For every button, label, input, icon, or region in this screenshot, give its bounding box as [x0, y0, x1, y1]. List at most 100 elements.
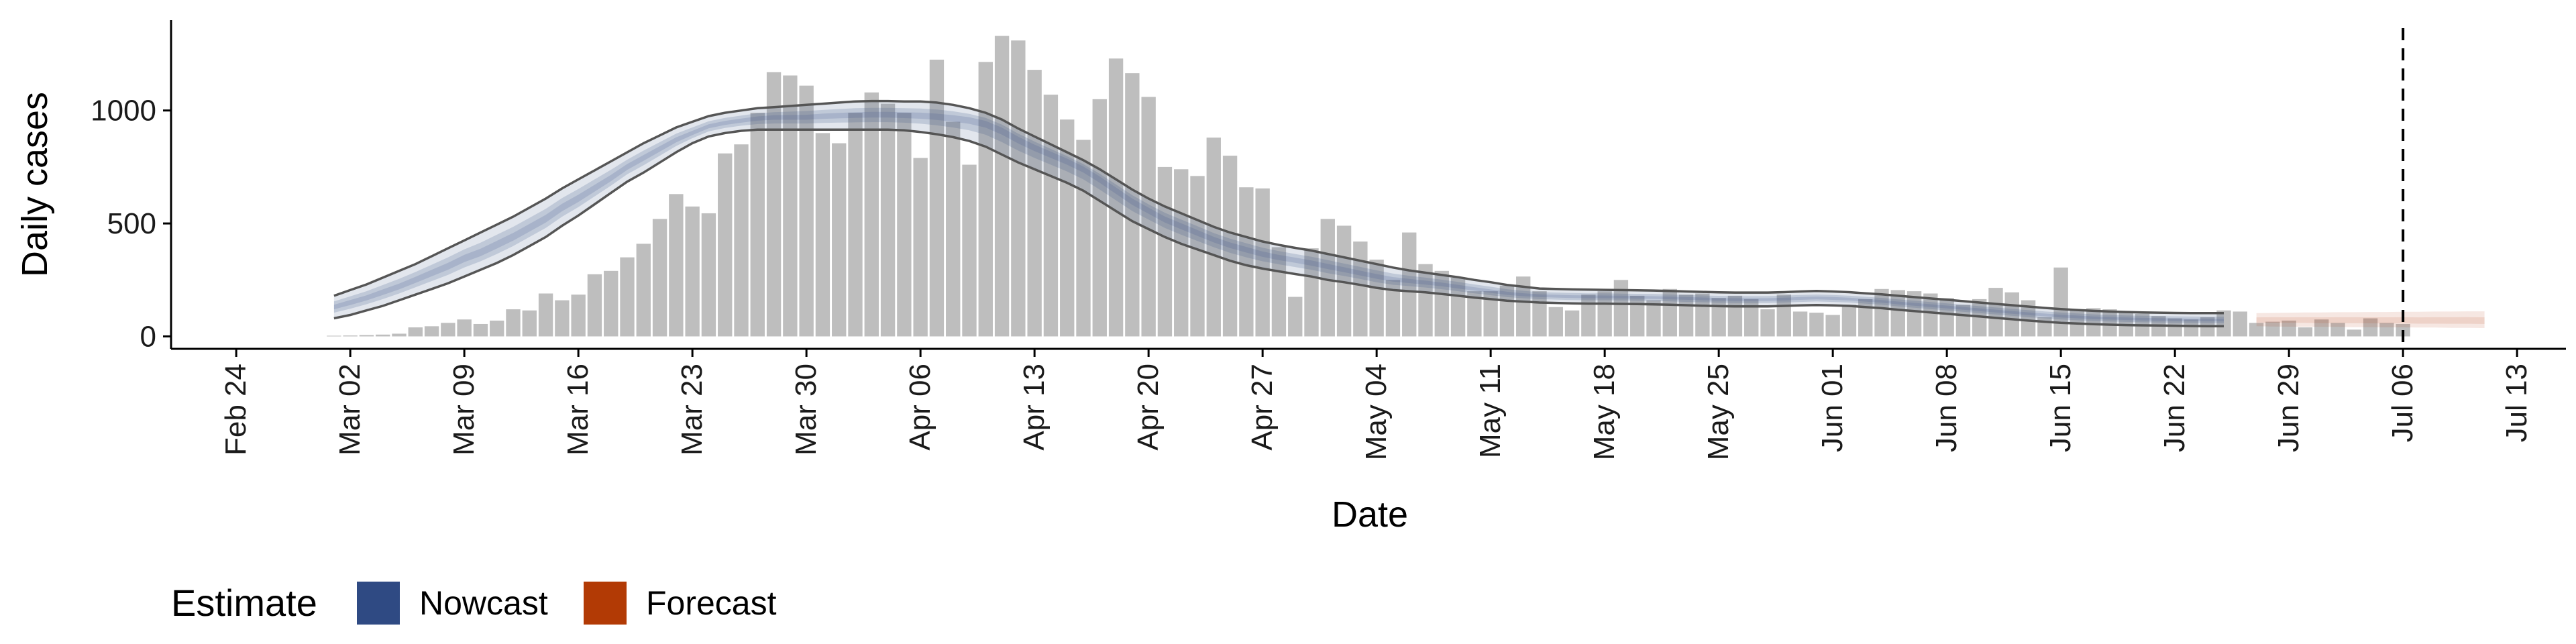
plot-layer-bars: [327, 36, 2410, 337]
case-bar: [1760, 309, 1775, 337]
case-bar: [766, 72, 782, 337]
case-bar: [1174, 169, 1189, 337]
case-bar: [2216, 310, 2231, 337]
case-bar: [1418, 264, 1433, 337]
case-bar: [1060, 119, 1075, 337]
case-bar: [1825, 315, 1840, 337]
case-bar: [2314, 319, 2329, 337]
case-bar: [1239, 187, 1254, 337]
case-bar: [929, 59, 945, 337]
x-tick-label: Apr 13: [1018, 364, 1051, 451]
case-bar: [799, 85, 814, 337]
y-axis-ticks: 0 500 1000: [91, 95, 171, 353]
nowcast-upper-line: [333, 99, 2224, 315]
x-tick-label: May 25: [1702, 364, 1735, 460]
case-bar: [962, 164, 977, 337]
x-tick-label: May 04: [1360, 364, 1393, 460]
case-bar: [2379, 323, 2394, 337]
x-tick-label: Mar 02: [333, 364, 366, 455]
case-bar: [2086, 308, 2101, 337]
x-tick-label: May 11: [1474, 364, 1507, 458]
case-bar: [2102, 309, 2117, 337]
case-bar: [359, 335, 374, 337]
case-bar: [587, 274, 602, 337]
case-bar: [1695, 293, 1710, 337]
case-bar: [1288, 297, 1303, 337]
case-bar: [848, 113, 863, 337]
case-bar: [1792, 311, 1808, 337]
x-tick-label: Mar 16: [561, 364, 594, 455]
case-bar: [2167, 318, 2182, 337]
case-bar: [734, 144, 749, 337]
x-tick-label: Jul 13: [2500, 364, 2533, 442]
case-bar: [1646, 300, 1661, 337]
case-bar: [522, 310, 537, 337]
x-tick-label: Mar 30: [790, 364, 822, 455]
case-bar: [2330, 323, 2345, 337]
legend-label-forecast: Forecast: [646, 584, 777, 622]
x-tick-label: Mar 09: [447, 364, 480, 455]
case-bar: [1092, 99, 1107, 337]
case-bar: [441, 323, 455, 337]
case-bar: [701, 213, 716, 337]
case-bar: [1483, 291, 1498, 337]
x-tick-label: Apr 27: [1246, 364, 1279, 451]
case-bar: [1402, 232, 1417, 337]
case-bar: [2249, 323, 2264, 337]
case-bar: [457, 319, 472, 337]
case-bar: [1353, 241, 1368, 337]
case-bar: [1450, 277, 1466, 337]
case-bar: [1564, 310, 1580, 337]
case-bar: [2363, 318, 2378, 337]
case-bar: [815, 133, 830, 337]
x-tick-label: Jul 06: [2386, 364, 2419, 442]
x-tick-label: Feb 24: [219, 364, 252, 455]
case-bar: [2298, 327, 2313, 337]
case-bar: [1222, 156, 1238, 337]
x-tick-label: Mar 23: [676, 364, 708, 455]
case-bar: [832, 143, 847, 337]
case-bar: [1125, 73, 1140, 337]
case-bar: [604, 270, 619, 337]
case-bar: [750, 113, 765, 337]
case-bar: [685, 206, 700, 337]
case-bar: [880, 103, 896, 337]
x-tick-label: Jun 29: [2272, 364, 2305, 452]
case-bar: [1955, 305, 1971, 337]
case-bar: [783, 75, 798, 337]
case-bar: [1369, 259, 1384, 337]
case-bar: [978, 62, 993, 337]
case-bar: [718, 153, 733, 337]
case-bar: [1613, 280, 1629, 337]
case-bar: [1662, 288, 1677, 337]
case-bar: [1499, 285, 1515, 337]
case-bar: [1809, 313, 1824, 337]
case-bar: [1548, 307, 1563, 337]
case-bar: [1434, 270, 1449, 337]
case-bar: [1304, 248, 1319, 337]
case-bar: [1157, 166, 1173, 337]
plot-layer-lines: [333, 99, 2224, 328]
case-bar: [343, 335, 358, 337]
x-axis-title: Date: [1332, 494, 1408, 535]
case-bar: [1988, 288, 2003, 337]
case-bar: [376, 334, 390, 337]
x-tick-label: Jun 22: [2158, 364, 2191, 452]
case-bar: [620, 257, 635, 337]
case-bar: [2004, 292, 2019, 337]
case-bar: [1271, 247, 1287, 337]
case-bar: [1011, 40, 1026, 337]
case-bar: [2282, 320, 2296, 337]
case-bar: [1711, 298, 1726, 337]
x-tick-label: Jun 08: [1930, 364, 1963, 452]
case-bar: [1581, 294, 1596, 337]
case-bar: [994, 36, 1010, 337]
case-bar: [392, 333, 407, 337]
nowcast-lower-line: [333, 128, 2224, 328]
case-bar: [424, 326, 439, 337]
y-tick-label: 0: [140, 320, 156, 353]
case-bar: [636, 244, 651, 337]
y-tick-label: 1000: [91, 95, 156, 127]
y-axis-title: Daily cases: [15, 92, 55, 277]
